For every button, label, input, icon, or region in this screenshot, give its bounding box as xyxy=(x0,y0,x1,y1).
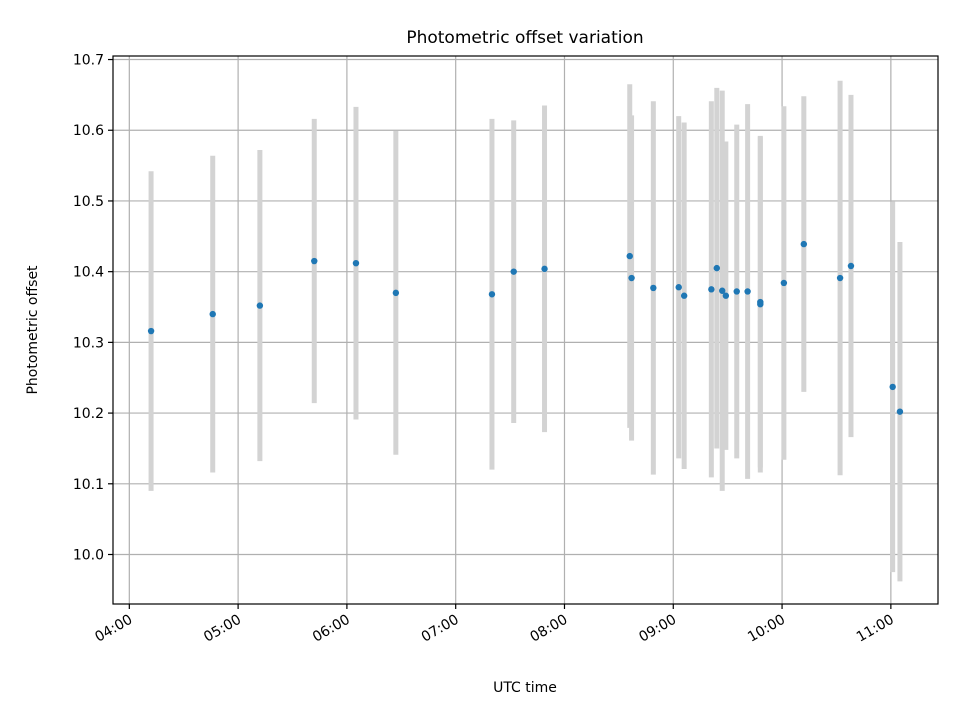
data-point xyxy=(836,274,844,282)
data-point xyxy=(896,408,904,415)
y-tick-label: 10.0 xyxy=(73,548,104,564)
data-point xyxy=(722,292,730,299)
data-point xyxy=(719,287,726,294)
y-tick-label: 10.4 xyxy=(73,265,104,281)
data-point xyxy=(392,289,400,297)
data-point xyxy=(889,383,896,391)
x-axis-label: UTC time xyxy=(493,680,557,696)
chart-title: Photometric offset variation xyxy=(406,28,643,48)
data-point xyxy=(510,268,517,275)
grid-layer xyxy=(113,56,938,604)
data-point xyxy=(541,265,548,273)
data-point xyxy=(713,264,720,272)
data-point xyxy=(757,300,764,308)
y-axis-label: Photometric offset xyxy=(25,265,41,395)
data-point xyxy=(780,279,788,287)
data-point xyxy=(733,288,740,295)
y-tick-label: 10.3 xyxy=(73,335,104,351)
data-point xyxy=(744,288,751,295)
data-point xyxy=(847,262,855,270)
data-point xyxy=(628,274,635,282)
data-point xyxy=(650,284,657,292)
y-tick-label: 10.1 xyxy=(73,477,104,493)
data-point-layer xyxy=(147,240,904,415)
data-point xyxy=(311,257,318,265)
data-point xyxy=(352,259,360,267)
data-point xyxy=(708,286,715,293)
y-tick-label: 10.7 xyxy=(73,53,104,69)
y-tick-label: 10.6 xyxy=(73,123,104,139)
data-point xyxy=(800,240,808,248)
data-point xyxy=(256,302,264,309)
data-point xyxy=(626,252,633,260)
data-point xyxy=(147,327,155,335)
data-point xyxy=(675,284,682,291)
y-tick-label: 10.2 xyxy=(73,406,104,422)
y-axis-ticks: 10.0 10.1 10.2 10.3 10.4 10.5 10.6 10.7 xyxy=(73,53,113,564)
data-point xyxy=(680,292,688,299)
data-point xyxy=(209,310,216,318)
data-point xyxy=(488,291,496,298)
y-tick-label: 10.5 xyxy=(73,194,104,210)
plot-area-frame xyxy=(112,55,939,605)
